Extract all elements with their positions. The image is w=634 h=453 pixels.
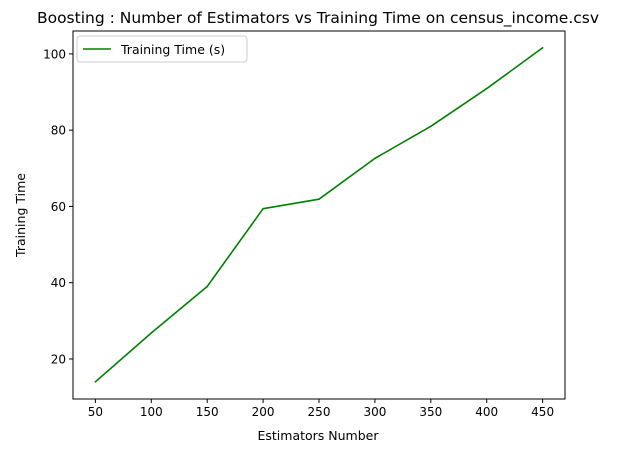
y-axis-label: Training Time [13, 173, 28, 258]
y-tick-label: 20 [51, 352, 66, 366]
data-point [206, 285, 208, 288]
y-tick-label: 40 [51, 276, 66, 290]
x-tick-label: 150 [196, 405, 219, 419]
y-tick-label: 80 [51, 124, 66, 138]
data-point [94, 381, 97, 383]
x-axis-label: Estimators Number [257, 428, 379, 443]
data-point [430, 125, 432, 128]
y-tick-label: 60 [51, 200, 66, 214]
data-point [318, 198, 320, 200]
x-tick-label: 250 [308, 405, 331, 419]
data-point [485, 87, 488, 90]
series-layer [94, 46, 544, 383]
legend-box [76, 35, 248, 63]
x-tick-label: 200 [252, 405, 275, 419]
data-point [374, 157, 376, 160]
x-tick-label: 100 [140, 405, 163, 419]
data-point [150, 332, 153, 334]
x-tick-label: 50 [88, 405, 103, 419]
x-tick-label: 400 [475, 405, 498, 419]
x-tick-label: 350 [419, 405, 442, 419]
legend: Training Time (s) [76, 35, 248, 63]
x-tick-label: 450 [531, 405, 554, 419]
y-axis-ticks: 20 40 60 80 100 [43, 47, 73, 366]
x-axis-ticks: 50 100 150 200 250 300 350 400 450 [88, 399, 554, 419]
chart-title: Boosting : Number of Estimators vs Train… [37, 9, 599, 28]
legend-label: Training Time (s) [120, 42, 225, 57]
y-tick-label: 100 [43, 47, 66, 61]
plot-area [72, 30, 566, 400]
data-point [262, 207, 264, 210]
x-tick-label: 300 [363, 405, 386, 419]
data-point [541, 46, 544, 49]
